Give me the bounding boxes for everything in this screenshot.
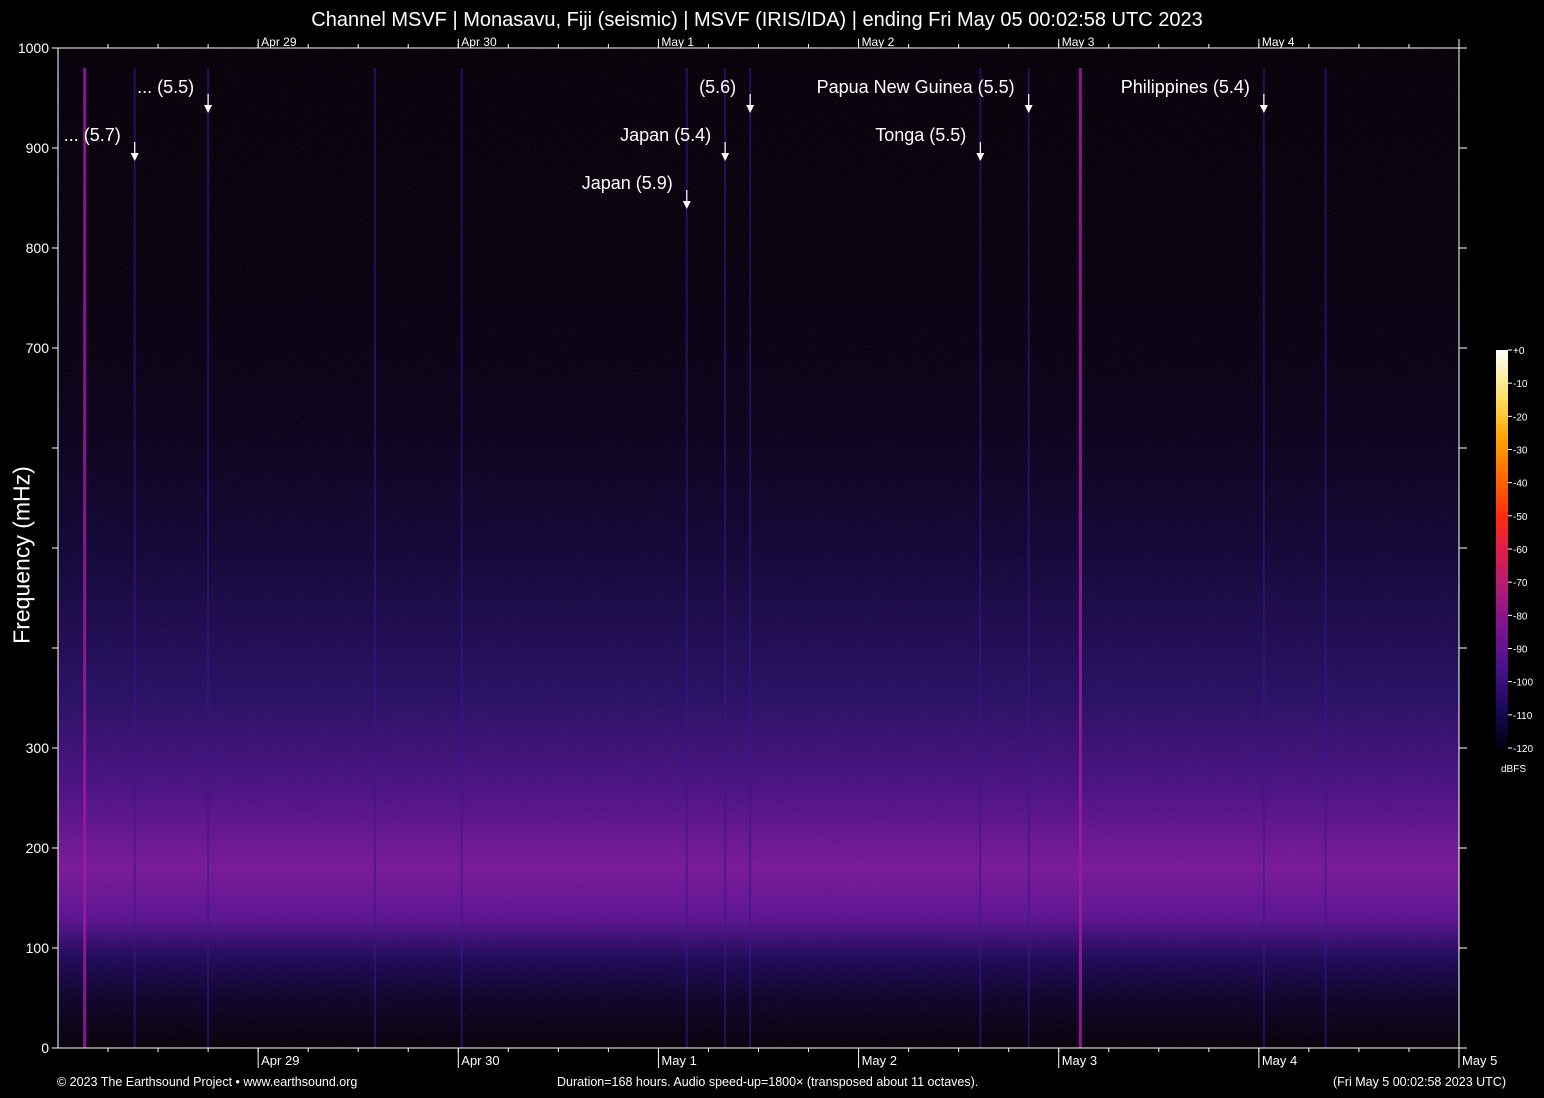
event-arrow-head — [130, 153, 139, 161]
event-label: Tonga (5.5) — [875, 125, 966, 145]
event-arrow-head — [204, 105, 213, 113]
colorbar-tick-label: -100 — [1513, 678, 1533, 689]
event-streak — [1027, 68, 1030, 1048]
event-streak — [979, 68, 982, 1048]
event-arrow-head — [1024, 105, 1033, 113]
plot-area — [57, 47, 1460, 1049]
event-streak — [1078, 68, 1082, 1048]
colorbar: +0 -10 -20 -30 -40 -50 -60 -70 -80 -90 -100 -110 -12… — [1496, 346, 1533, 775]
event-arrow-head — [976, 153, 985, 161]
event-streak — [83, 68, 87, 1048]
colorbar-tick-label: -90 — [1513, 645, 1528, 656]
y-tick-label: 100 — [26, 940, 50, 956]
event-label: Japan (5.4) — [620, 125, 711, 145]
x-day-label-top: Apr 30 — [461, 35, 497, 49]
event-streak — [460, 68, 463, 1048]
event-streak — [373, 68, 376, 1048]
event-streak — [749, 68, 752, 1048]
colorbar-tick-label: -110 — [1513, 711, 1533, 722]
spectrogram-noise — [58, 48, 1459, 1048]
colorbar-tick-label: -60 — [1513, 545, 1528, 556]
colorbar-tick-label: -30 — [1513, 446, 1528, 457]
colorbar-unit: dBFS — [1501, 764, 1526, 775]
x-day-label-bottom: May 1 — [661, 1053, 696, 1068]
x-day-label-bottom: May 4 — [1262, 1053, 1297, 1068]
x-day-label-bottom: Apr 30 — [461, 1053, 499, 1068]
colorbar-ticks: +0 -10 -20 -30 -40 -50 -60 -70 -80 -90 -100 -110 -12… — [1508, 346, 1533, 755]
x-axis: Apr 29 Apr 29 Apr 30 Apr 30 May 1 May 1 May 2 M… — [107, 35, 1497, 1068]
event-label: Philippines (5.4) — [1121, 77, 1250, 97]
event-streak — [724, 68, 727, 1048]
x-day-label-bottom: May 3 — [1062, 1053, 1097, 1068]
footer-timestamp: (Fri May 5 00:02:58 2023 UTC) — [1333, 1075, 1506, 1089]
chart-title: Channel MSVF | Monasavu, Fiji (seismic) … — [311, 9, 1203, 31]
y-axis: 0 100 200 300 700 800 900 1000 — [18, 40, 1467, 1056]
y-tick-label: 700 — [26, 340, 50, 356]
event-arrow-head — [721, 153, 730, 161]
event-arrow-head — [682, 201, 691, 209]
event-streaks — [83, 68, 1327, 1048]
colorbar-tick-label: -40 — [1513, 479, 1528, 490]
colorbar-tick-label: -10 — [1513, 379, 1528, 390]
y-tick-label: 200 — [26, 840, 50, 856]
colorbar-tick-label: -80 — [1513, 611, 1528, 622]
y-tick-label: 300 — [26, 740, 50, 756]
event-arrow-head — [746, 105, 755, 113]
footer-duration: Duration=168 hours. Audio speed-up=1800×… — [557, 1075, 979, 1089]
footer-copyright: © 2023 The Earthsound Project • www.eart… — [57, 1075, 358, 1089]
y-tick-label: 0 — [41, 1040, 49, 1056]
x-day-label-bottom: Apr 29 — [261, 1053, 299, 1068]
colorbar-scale — [1496, 350, 1508, 748]
x-day-label-top: Apr 29 — [261, 35, 297, 49]
colorbar-tick-label: +0 — [1513, 346, 1525, 357]
x-day-label-bottom: May 5 — [1462, 1053, 1497, 1068]
event-label: ... (5.7) — [64, 125, 121, 145]
colorbar-tick-label: -120 — [1513, 744, 1533, 755]
event-streak — [685, 68, 688, 1048]
x-day-label-top: May 4 — [1262, 35, 1295, 49]
event-label: Japan (5.9) — [582, 173, 673, 193]
y-tick-label: 900 — [26, 140, 50, 156]
colorbar-tick-label: -50 — [1513, 512, 1528, 523]
event-arrow-head — [1259, 105, 1268, 113]
event-annotations: ... (5.7) ... (5.5) Japan (5.9) Japan (5.4)… — [64, 77, 1268, 209]
event-streak — [133, 68, 136, 1048]
event-label: Papua New Guinea (5.5) — [817, 77, 1015, 97]
y-tick-label: 1000 — [18, 40, 49, 56]
colorbar-tick-label: -70 — [1513, 578, 1528, 589]
x-day-label-bottom: May 2 — [862, 1053, 897, 1068]
y-tick-label: 800 — [26, 240, 50, 256]
x-day-label-top: May 2 — [862, 35, 895, 49]
x-day-label-top: May 3 — [1062, 35, 1095, 49]
colorbar-tick-label: -20 — [1513, 412, 1528, 423]
event-streak — [207, 68, 210, 1048]
x-day-label-top: May 1 — [661, 35, 694, 49]
event-streak — [1324, 68, 1327, 1048]
event-label: (5.6) — [699, 77, 736, 97]
event-streak — [1262, 68, 1265, 1048]
event-label: ... (5.5) — [137, 77, 194, 97]
